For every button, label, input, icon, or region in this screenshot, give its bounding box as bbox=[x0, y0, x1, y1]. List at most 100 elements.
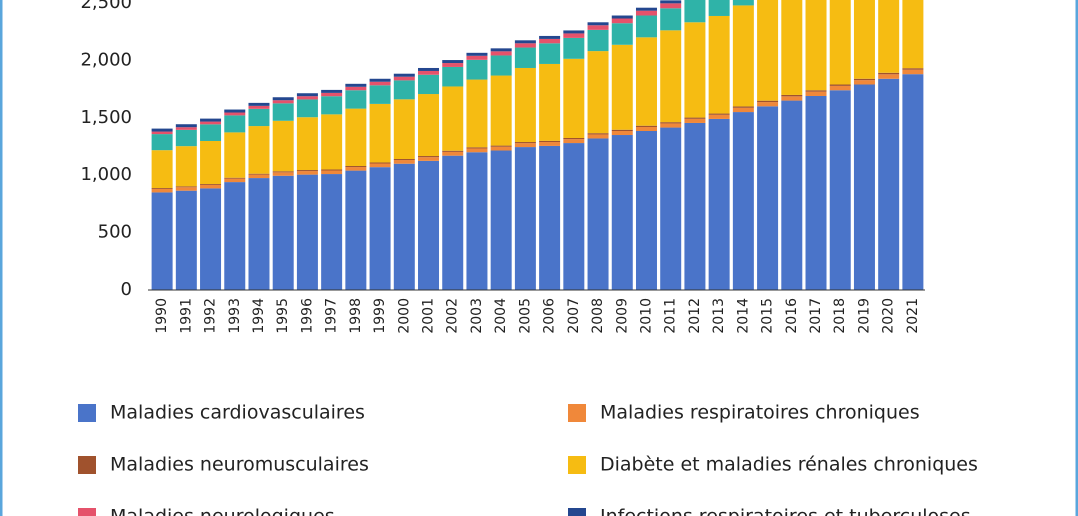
bar-segment bbox=[732, 107, 754, 113]
bar-segment bbox=[805, 91, 827, 96]
bar-segment bbox=[490, 55, 512, 76]
bar-segment bbox=[684, 118, 706, 123]
bar-segment bbox=[418, 67, 440, 71]
bar-segment bbox=[732, 112, 754, 290]
bar-segment bbox=[611, 129, 633, 132]
bar-segment bbox=[345, 170, 367, 290]
x-tick-label: 1995 bbox=[275, 298, 291, 334]
bar-segment bbox=[369, 162, 391, 164]
bar-segment bbox=[272, 100, 294, 104]
y-tick-label: 0 bbox=[121, 279, 132, 300]
bar-segment bbox=[684, 22, 706, 118]
bar-segment bbox=[175, 124, 197, 128]
x-tick-label: 2009 bbox=[614, 298, 630, 334]
bar-segment bbox=[442, 155, 464, 290]
bar-segment bbox=[684, 0, 706, 23]
bar-segment bbox=[151, 188, 173, 189]
bar-segment bbox=[345, 86, 367, 91]
bar-segment bbox=[393, 163, 415, 290]
bar-segment bbox=[757, 106, 779, 290]
bar-segment bbox=[490, 146, 512, 151]
x-tick-label: 2021 bbox=[905, 298, 921, 334]
bar-segment bbox=[345, 166, 367, 168]
x-tick-label: 1990 bbox=[154, 298, 170, 334]
bar-segment bbox=[272, 97, 294, 101]
bar-segment bbox=[539, 140, 561, 143]
bar-segment bbox=[490, 51, 512, 56]
x-tick-label: 1999 bbox=[372, 298, 388, 334]
bar-segment bbox=[345, 167, 367, 171]
bar-segment bbox=[660, 0, 682, 4]
bar-segment bbox=[611, 135, 633, 290]
bar-segment bbox=[853, 78, 875, 81]
bar-segment bbox=[829, 0, 851, 85]
bar-segment bbox=[466, 152, 488, 290]
bar-segment bbox=[611, 15, 633, 19]
bar-segment bbox=[563, 58, 585, 139]
bar-segment bbox=[224, 132, 246, 178]
bar-segment bbox=[418, 74, 440, 95]
bar-segment bbox=[853, 80, 875, 85]
bar-segment bbox=[175, 190, 197, 290]
x-tick-label: 1993 bbox=[227, 298, 243, 334]
bar-segment bbox=[514, 147, 536, 290]
bar-segment bbox=[587, 138, 609, 290]
bar-segment bbox=[490, 48, 512, 52]
x-tick-label: 1991 bbox=[178, 298, 194, 334]
bar-segment bbox=[878, 72, 900, 75]
bar-segment bbox=[635, 7, 657, 11]
x-tick-label: 1997 bbox=[324, 298, 340, 334]
bar-segment bbox=[442, 63, 464, 67]
bar-segment bbox=[587, 25, 609, 30]
legend-swatch bbox=[78, 508, 96, 516]
bar-segment bbox=[442, 150, 464, 152]
bar-segment bbox=[175, 129, 197, 147]
legend-swatch bbox=[78, 456, 96, 474]
x-tick-label: 2002 bbox=[445, 298, 461, 334]
bar-segment bbox=[660, 123, 682, 128]
x-tick-label: 2017 bbox=[808, 298, 824, 334]
bar-segment bbox=[296, 96, 318, 100]
bar-segment bbox=[660, 127, 682, 290]
bar-segment bbox=[175, 146, 197, 187]
bar-segment bbox=[321, 89, 343, 93]
bar-segment bbox=[708, 113, 730, 115]
bar-segment bbox=[369, 163, 391, 168]
bar-segment bbox=[442, 66, 464, 87]
bar-segment bbox=[563, 143, 585, 290]
bar-segment bbox=[805, 95, 827, 290]
bar-segment bbox=[418, 156, 440, 158]
x-tick-label: 2007 bbox=[566, 298, 582, 334]
legend-swatch bbox=[78, 404, 96, 422]
bar-segment bbox=[321, 96, 343, 115]
bar-segment bbox=[272, 172, 294, 176]
bar-segment bbox=[200, 121, 222, 125]
bar-segment bbox=[708, 0, 730, 16]
bar-segment bbox=[490, 75, 512, 146]
bar-segment bbox=[466, 55, 488, 60]
bar-segment bbox=[321, 170, 343, 175]
y-tick-label: 2,000 bbox=[80, 49, 132, 70]
x-tick-label: 1994 bbox=[251, 298, 267, 334]
bar-segment bbox=[321, 92, 343, 97]
bar-segment bbox=[635, 15, 657, 38]
bar-segment bbox=[611, 23, 633, 45]
bar-segment bbox=[200, 184, 222, 189]
bar-segment bbox=[272, 120, 294, 172]
x-tick-label: 2013 bbox=[711, 298, 727, 334]
bar-segment bbox=[781, 0, 803, 95]
bar-segment bbox=[539, 63, 561, 141]
bar-segment bbox=[684, 122, 706, 290]
bar-segment bbox=[175, 187, 197, 191]
bar-segment bbox=[418, 70, 440, 75]
bar-segment bbox=[272, 175, 294, 290]
bar-segment bbox=[587, 51, 609, 134]
bar-segment bbox=[296, 170, 318, 172]
bar-segment bbox=[611, 44, 633, 130]
bar-segment bbox=[296, 171, 318, 175]
bar-segment bbox=[587, 134, 609, 139]
bar-segment bbox=[393, 76, 415, 81]
bar-segment bbox=[224, 178, 246, 183]
